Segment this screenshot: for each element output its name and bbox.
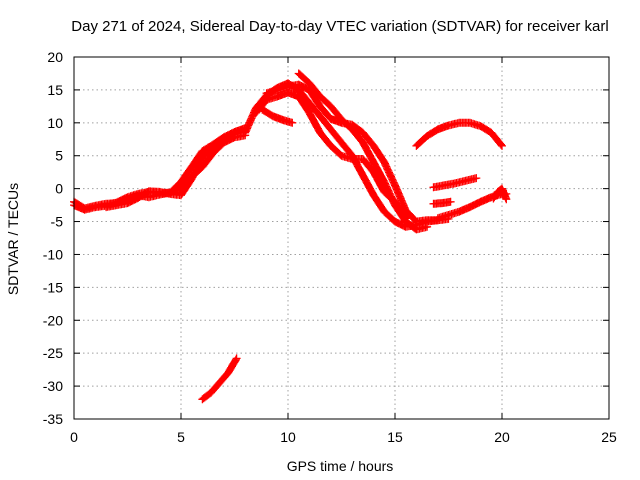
point-markers: [262, 80, 442, 226]
y-tick-label: -20: [43, 312, 63, 328]
y-tick-label: -5: [51, 214, 64, 230]
y-axis-label: SDTVAR / TECUs: [5, 183, 21, 295]
x-tick-label: 20: [494, 429, 510, 445]
point-markers: [412, 118, 506, 150]
axis-ticks: 0 5 10 15 20 25 20 15 10 5 0 -5 -10 -15 -20 -25 -30 -35: [43, 49, 617, 445]
x-tick-label: 25: [601, 429, 617, 445]
y-tick-label: 0: [55, 181, 63, 197]
y-tick-label: -25: [43, 345, 63, 361]
grid: [74, 57, 609, 419]
series-arc-3: [102, 126, 250, 212]
y-tick-label: -10: [43, 246, 63, 262]
y-tick-label: 5: [55, 148, 63, 164]
point-markers: [489, 184, 511, 204]
series-arc-5: [262, 80, 442, 226]
plot-frame: [73, 56, 610, 420]
point-markers: [429, 197, 455, 208]
x-tick-label: 15: [387, 429, 403, 445]
x-tick-label: 10: [280, 429, 296, 445]
point-markers: [429, 174, 481, 192]
point-markers: [102, 126, 250, 212]
y-tick-label: -15: [43, 279, 63, 295]
series-arc-13: [489, 184, 511, 204]
point-markers: [258, 105, 297, 127]
y-tick-label: -30: [43, 378, 63, 394]
y-tick-label: -35: [43, 411, 63, 427]
x-axis-label: GPS time / hours: [287, 458, 394, 474]
series-arc-8: [258, 105, 297, 127]
series-arc-10: [429, 174, 481, 192]
y-tick-label: 10: [47, 115, 63, 131]
point-markers: [294, 69, 432, 234]
y-tick-label: 20: [47, 49, 63, 65]
y-tick-label: 15: [47, 82, 63, 98]
chart-title: Day 271 of 2024, Sidereal Day-to-day VTE…: [71, 18, 608, 35]
series-arc-4: [241, 79, 453, 231]
point-markers: [198, 354, 241, 404]
data-points: [70, 69, 511, 404]
x-tick-label: 0: [70, 429, 78, 445]
series-arc-9: [412, 118, 506, 150]
series-arc-11: [429, 197, 455, 208]
series-arc-7: [294, 69, 432, 234]
point-markers: [241, 79, 453, 231]
series-arc-14: [198, 354, 241, 404]
x-tick-label: 5: [177, 429, 185, 445]
